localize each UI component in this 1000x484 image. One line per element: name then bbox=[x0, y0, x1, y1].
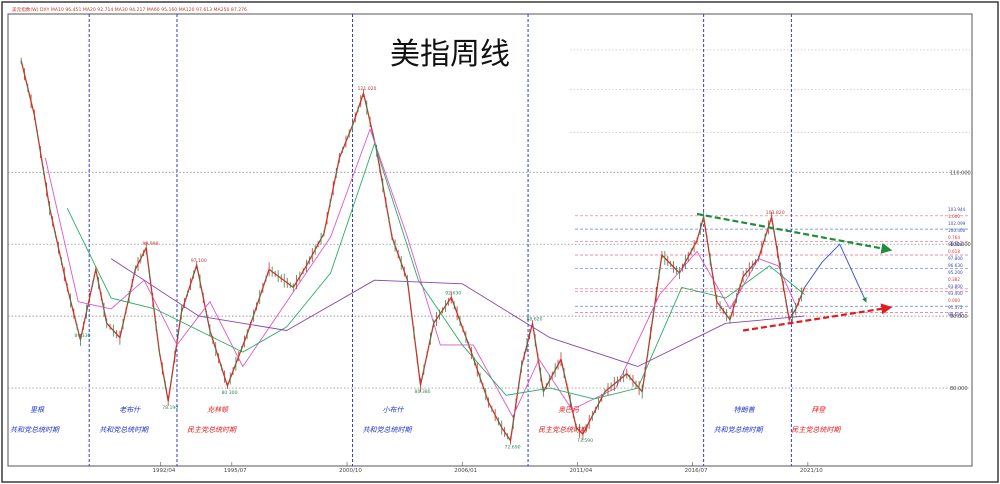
period-label: 民主党总统时期 bbox=[187, 426, 237, 434]
price-label: 92.630 bbox=[445, 290, 461, 296]
period-label: 共和党总统时期 bbox=[363, 426, 413, 434]
plot-frame bbox=[7, 13, 973, 467]
price-label: 89.330 bbox=[74, 333, 90, 339]
trendline-1 bbox=[696, 212, 893, 254]
price-label: 121.020 bbox=[357, 86, 376, 92]
y-tick-label: 80.000 bbox=[950, 386, 968, 392]
right-axis-label: 100.400 bbox=[948, 228, 966, 233]
period-label: 共和党总统时期 bbox=[10, 426, 60, 434]
period-label: 民主党总统时期 bbox=[538, 426, 588, 434]
right-axis-label: 93.400 bbox=[948, 291, 963, 296]
chart-header-text: 美元指数(W) DXY MA10 96.451 MA20 92.714 MA30… bbox=[12, 6, 247, 13]
price-label: 80.380 bbox=[415, 389, 431, 395]
chart-title: 美指周线 bbox=[390, 37, 510, 72]
right-axis-label: 0.618 bbox=[948, 249, 960, 254]
right-axis-label: 103.944 bbox=[948, 207, 966, 212]
series-line-4 bbox=[110, 258, 805, 367]
right-axis-label: 0.764 bbox=[948, 235, 960, 240]
right-axis-label: 1.000 bbox=[948, 214, 960, 219]
right-axis-label: 91.372 bbox=[948, 305, 963, 310]
y-tick-label: 100.000 bbox=[950, 242, 971, 248]
price-label: 88.620 bbox=[526, 316, 542, 322]
period-name-label: 奥巴马 bbox=[558, 406, 580, 414]
price-label: 73.590 bbox=[577, 438, 593, 444]
x-tick-label: 2006/01 bbox=[454, 468, 477, 474]
period-name-label: 小布什 bbox=[383, 406, 405, 414]
x-tick-label: 2000/10 bbox=[339, 468, 362, 474]
x-tick-label: 2016/07 bbox=[685, 468, 708, 474]
price-label: 72.690 bbox=[505, 445, 521, 451]
price-label: 103.820 bbox=[766, 210, 785, 216]
x-tick-label: 1992/04 bbox=[153, 468, 176, 474]
price-label: 99.999 bbox=[142, 241, 158, 247]
period-name-label: 里根 bbox=[30, 406, 45, 414]
x-tick-label: 1995/07 bbox=[224, 468, 247, 474]
right-axis-label: 102.099 bbox=[948, 221, 966, 226]
x-tick-label: 2011/04 bbox=[569, 468, 592, 474]
right-axis-label: 90.500 bbox=[948, 312, 963, 317]
price-label: 80.300 bbox=[221, 390, 237, 396]
right-axis-label: 97.800 bbox=[948, 256, 963, 261]
right-axis-label: 96.630 bbox=[948, 263, 963, 268]
right-axis-label: 95.200 bbox=[948, 270, 963, 275]
period-name-label: 拜登 bbox=[811, 406, 826, 414]
price-label: 78.190 bbox=[162, 405, 178, 411]
period-label: 共和党总统时期 bbox=[714, 426, 764, 434]
right-axis-label: 0.382 bbox=[948, 277, 960, 282]
right-axis-label: 98.500 bbox=[948, 242, 963, 247]
period-label: 民主党总统时期 bbox=[791, 426, 841, 434]
series-line-1 bbox=[20, 60, 806, 442]
price-label: 97.100 bbox=[191, 258, 207, 264]
period-name-label: 老布什 bbox=[119, 406, 141, 414]
period-name-label: 特朗普 bbox=[734, 406, 756, 414]
projection-path bbox=[804, 243, 867, 303]
period-name-label: 克林顿 bbox=[207, 406, 230, 414]
trendline-2 bbox=[742, 303, 893, 332]
period-label: 共和党总统时期 bbox=[99, 426, 149, 434]
y-tick-label: 110.000 bbox=[950, 170, 971, 176]
series-line-3 bbox=[66, 143, 805, 400]
right-axis-label: 93.800 bbox=[948, 284, 963, 289]
right-axis-label: 0.000 bbox=[948, 298, 960, 303]
series-line-2 bbox=[44, 128, 797, 418]
y-tick-label: 90.000 bbox=[950, 314, 968, 320]
x-tick-label: 2021/10 bbox=[800, 468, 823, 474]
